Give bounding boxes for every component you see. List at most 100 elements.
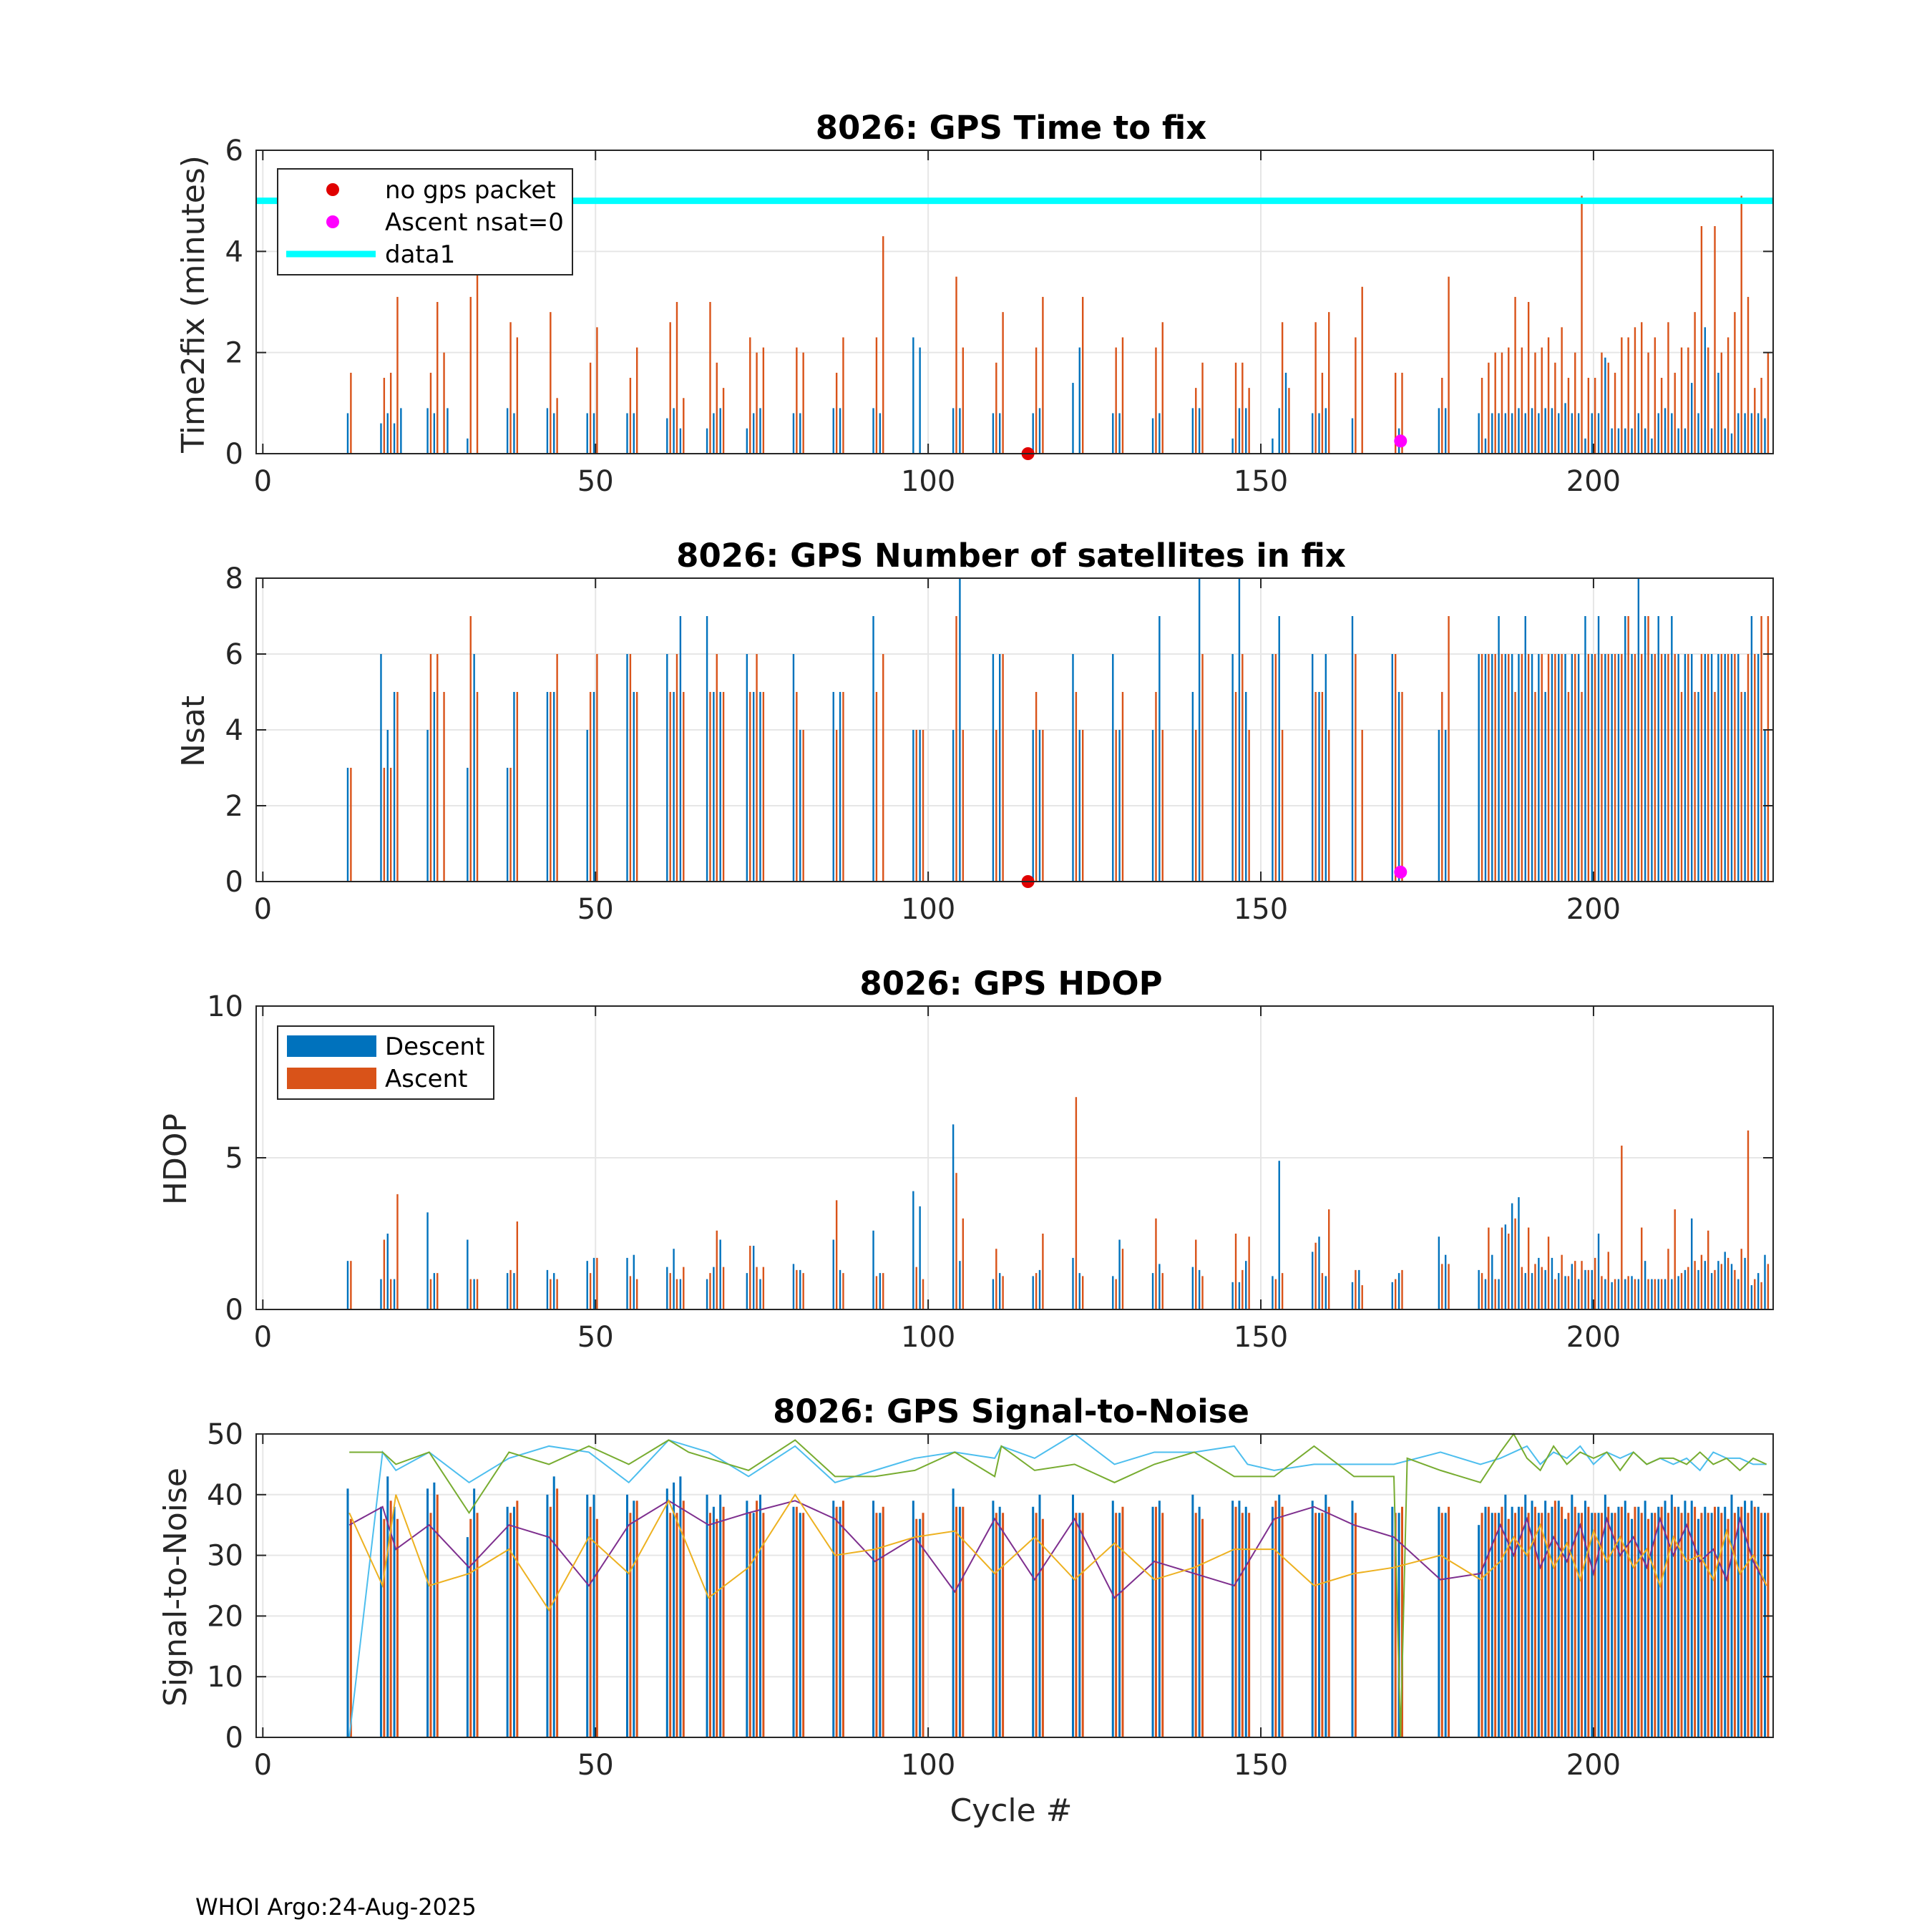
ascent-bar [683, 398, 685, 454]
descent-bar [633, 692, 635, 882]
legend-ascent-label: Ascent [385, 1065, 467, 1093]
descent-bar [1577, 1513, 1580, 1737]
descent-bar [1724, 428, 1726, 454]
ascent-bar [389, 372, 392, 454]
descent-bar [1278, 408, 1280, 454]
x-tick-label: 200 [1566, 893, 1621, 926]
ascent-bar [875, 1276, 878, 1309]
hdop-plot: 0 50 100 150 200 0 5 10 [207, 990, 1774, 1354]
ascent-bar [469, 296, 472, 454]
ascent-bar [1401, 692, 1403, 882]
ascent-bar [1155, 347, 1157, 454]
ascent-bar [1740, 195, 1742, 454]
ascent-bar [1620, 1506, 1623, 1737]
ascent-bar [762, 692, 765, 882]
legend-no-gps-label: no gps packet [385, 176, 556, 205]
descent-bar [1518, 408, 1520, 454]
ascent-bar [1733, 1513, 1736, 1737]
descent-bar [473, 1488, 476, 1737]
descent-bar [839, 1506, 841, 1737]
descent-bar [1744, 1501, 1747, 1737]
descent-bar [1717, 1506, 1719, 1737]
descent-bar [426, 408, 429, 454]
ascent-bar [1627, 1513, 1630, 1737]
ascent-bar [1527, 1513, 1530, 1737]
descent-bar [1704, 1506, 1707, 1737]
snr-xlabel: Cycle # [950, 1792, 1072, 1829]
ascent-bar [1534, 1264, 1536, 1309]
ascent-bar [922, 1513, 924, 1737]
ascent-bar [915, 730, 917, 882]
ascent-bar [1567, 378, 1570, 454]
descent-bar [1757, 1273, 1760, 1309]
descent-bar [1757, 654, 1760, 882]
ascent-bar [669, 1273, 671, 1309]
ascent-bar [1767, 616, 1770, 882]
ascent-bar [589, 1273, 592, 1309]
descent-bar [1231, 1501, 1234, 1737]
descent-bar [1484, 1506, 1487, 1737]
descent-bar [999, 413, 1001, 454]
descent-bar [1351, 616, 1354, 882]
ascent-bar [1501, 352, 1503, 454]
descent-bar [513, 413, 515, 454]
ascent-bar [636, 692, 638, 882]
descent-bar [1684, 428, 1687, 454]
legend-nsat0-marker [326, 215, 339, 228]
ascent-bar [1674, 1506, 1677, 1737]
ascent-bar [1547, 1236, 1550, 1309]
descent-bar [1631, 654, 1633, 882]
descent-bar [1750, 413, 1753, 454]
descent-bar [1744, 413, 1746, 454]
time-to-fix-panel: 8026: GPS Time to fix Time2fix (minutes)… [175, 109, 1774, 498]
descent-bar [1498, 1279, 1500, 1309]
ascent-bar [1574, 352, 1576, 454]
descent-bar [992, 413, 995, 454]
descent-bar [1397, 692, 1400, 882]
descent-bar [1444, 730, 1447, 882]
descent-bar [872, 1230, 874, 1309]
ascent-bar [1561, 1506, 1563, 1737]
descent-bar [1524, 413, 1526, 454]
ascent-bar [1274, 1501, 1277, 1737]
descent-bar [752, 1245, 755, 1309]
ascent-bar [1714, 226, 1716, 454]
descent-bar [1584, 1501, 1586, 1737]
ascent-bar [882, 1506, 884, 1737]
descent-bar [1238, 578, 1241, 882]
ascent-bar [1274, 654, 1277, 882]
ascent-bar [635, 1501, 638, 1737]
ascent-bar [383, 1239, 386, 1309]
descent-bar [752, 413, 755, 454]
descent-bar [380, 654, 382, 882]
descent-bar [1617, 654, 1620, 882]
ascent-bar [1760, 1282, 1762, 1309]
x-tick-label: 150 [1234, 893, 1288, 926]
descent-bar [673, 692, 675, 882]
ascent-bar [1700, 1513, 1703, 1737]
ascent-bar [1288, 388, 1290, 454]
ascent-bar [749, 692, 751, 882]
ascent-bar [1448, 616, 1450, 882]
ascent-bar [835, 1200, 838, 1309]
ascent-bar [1514, 1513, 1517, 1737]
descent-bar [466, 1537, 469, 1737]
ascent-bar [1660, 1279, 1663, 1309]
ascent-bar [955, 616, 957, 882]
ascent-bar [1081, 296, 1084, 454]
ascent-bar [1660, 1506, 1663, 1737]
y-tick-label: 4 [225, 235, 243, 268]
ascent-bar [1647, 1518, 1650, 1737]
descent-bar [958, 1506, 961, 1737]
descent-bar [1671, 413, 1673, 454]
descent-bar [912, 337, 914, 454]
ascent-bar [550, 1279, 552, 1309]
y-tick-label: 5 [225, 1142, 243, 1175]
ascent-bar [443, 692, 445, 882]
descent-bar [1637, 1506, 1640, 1737]
descent-bar [665, 1488, 668, 1737]
ascent-bar [795, 1506, 798, 1737]
snr-ylabel: Signal-to-Noise [157, 1468, 194, 1707]
descent-bar [1631, 1276, 1633, 1309]
descent-bar [1244, 1506, 1247, 1737]
